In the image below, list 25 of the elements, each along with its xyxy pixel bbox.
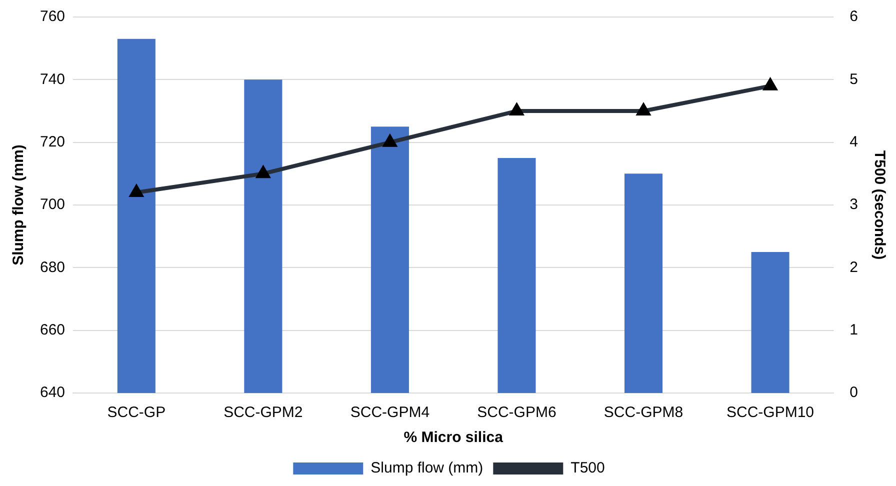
y2-tick-label: 5 bbox=[850, 70, 858, 88]
y2-tick-label: 6 bbox=[850, 8, 858, 26]
x-tick-label: SCC-GPM10 bbox=[726, 404, 814, 422]
x-tick-label: SCC-GPM2 bbox=[224, 404, 303, 422]
y2-tick-label: 0 bbox=[850, 384, 858, 402]
legend-label: T500 bbox=[570, 460, 605, 477]
y-tick-label: 660 bbox=[40, 321, 66, 338]
y-tick-label: 740 bbox=[40, 70, 66, 88]
x-tick-label: SCC-GPM4 bbox=[350, 404, 430, 422]
legend-label: Slump flow (mm) bbox=[370, 460, 484, 477]
y-axis-title: Slump flow (mm) bbox=[10, 144, 28, 266]
y2-tick-label: 2 bbox=[850, 258, 858, 276]
x-tick-label: SCC-GP bbox=[107, 404, 166, 422]
y-tick-label: 640 bbox=[40, 384, 66, 402]
x-axis-title: % Micro silica bbox=[404, 429, 504, 446]
y2-tick-label: 4 bbox=[850, 133, 858, 150]
y2-tick-label: 3 bbox=[850, 196, 858, 214]
y-tick-label: 700 bbox=[40, 196, 66, 214]
y2-axis-title: T500 (seconds) bbox=[870, 150, 888, 260]
y-tick-label: 720 bbox=[40, 133, 66, 150]
x-tick-label: SCC-GPM6 bbox=[477, 404, 556, 422]
y-tick-label: 680 bbox=[40, 258, 66, 276]
x-tick-label: SCC-GPM8 bbox=[604, 404, 684, 422]
y2-tick-label: 1 bbox=[850, 321, 858, 338]
y-tick-label: 760 bbox=[40, 8, 66, 26]
